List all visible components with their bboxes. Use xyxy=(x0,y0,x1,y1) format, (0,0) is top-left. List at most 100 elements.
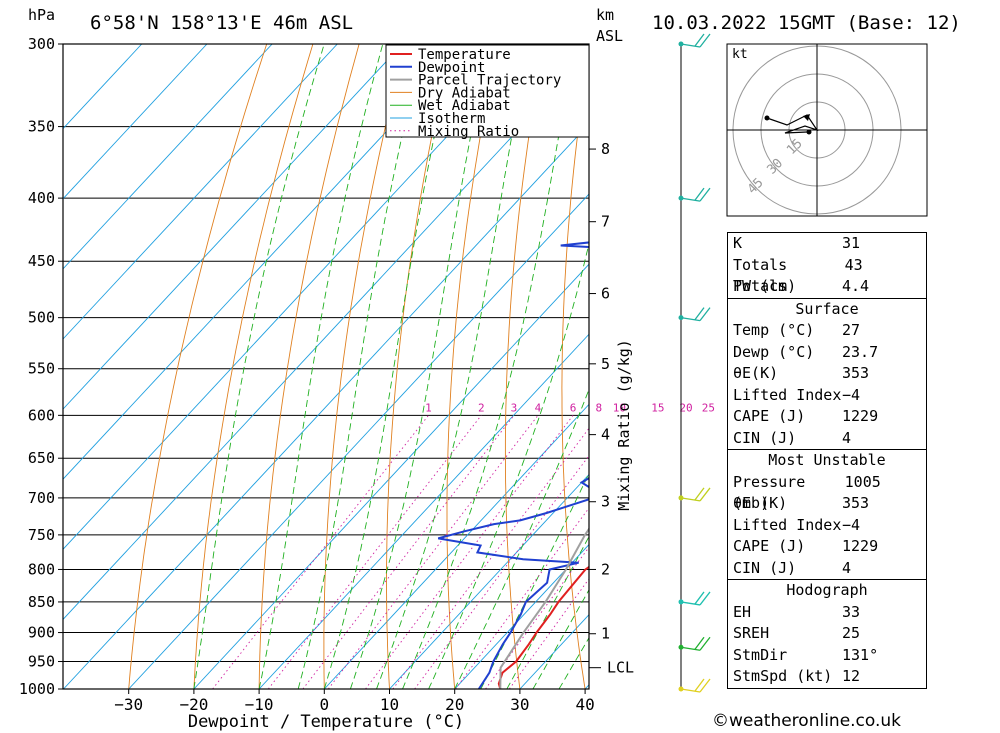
surface-li-label: Lifted Index xyxy=(733,385,842,404)
mu-pressure-label: Pressure (mb) xyxy=(733,472,806,513)
wet-adiabat-line xyxy=(428,241,589,689)
pressure-tick-label: 300 xyxy=(28,35,55,53)
dry-adiabat-line xyxy=(323,44,406,689)
lcl-label: LCL xyxy=(607,659,634,677)
mixing-ratio-label: 1 xyxy=(425,401,432,414)
credit-link[interactable]: ©weatheronline.co.uk xyxy=(712,711,902,731)
x-tick-label: 20 xyxy=(445,695,464,714)
wind-barb xyxy=(680,636,711,651)
pressure-tick-label: 500 xyxy=(28,309,55,327)
surface-cape-value: 1229 xyxy=(842,407,879,425)
sreh-label: SREH xyxy=(733,624,770,642)
stmspd-value: 12 xyxy=(842,667,861,685)
isotherm-line xyxy=(63,44,273,270)
km-tick-label: 4 xyxy=(601,426,610,444)
x-tick-label: −10 xyxy=(245,695,274,714)
mu-pressure-value: 1005 xyxy=(844,472,881,491)
dry-adiabat-line xyxy=(193,44,314,689)
mixing-ratio-line xyxy=(212,415,429,689)
wind-barb xyxy=(680,307,711,322)
mixing-ratio-label: 20 xyxy=(679,401,692,414)
dry-adiabat-line xyxy=(386,44,453,689)
basic-indices: K 31 Totals Totals 43 PW (cm) 4.4 xyxy=(727,232,927,299)
dry-adiabat-line xyxy=(960,44,1000,689)
k-index-row: K 31 xyxy=(728,233,926,255)
legend-entry: Dewpoint xyxy=(418,60,485,76)
isotherm-line xyxy=(389,473,589,689)
mixing-ratio-label: 25 xyxy=(702,401,715,414)
isotherm-line xyxy=(63,44,208,200)
dry-adiabat-line xyxy=(504,44,545,689)
isotherm-line xyxy=(63,44,534,550)
hodograph-point xyxy=(764,115,770,121)
isotherm-line xyxy=(63,53,589,621)
pressure-tick-label: 1000 xyxy=(19,680,55,698)
x-tick-label: 30 xyxy=(510,695,529,714)
mixing-ratio-axis-title: Mixing Ratio (g/kg) xyxy=(615,339,633,511)
eh-value: 33 xyxy=(842,602,861,621)
mu-li-value: −4 xyxy=(842,515,861,534)
legend-entry: Parcel Trajectory xyxy=(418,73,561,89)
mu-cape-value: 1229 xyxy=(842,537,879,555)
isotherm-line xyxy=(454,543,589,689)
pressure-tick-label: 850 xyxy=(28,593,55,611)
mu-cin-label: CIN (J) xyxy=(733,558,797,577)
sreh-value: 25 xyxy=(842,624,861,642)
mu-cape-label: CAPE (J) xyxy=(733,537,806,555)
pressure-tick-label: 950 xyxy=(28,653,55,671)
dry-adiabat-line xyxy=(258,44,360,689)
totals-totals-row: Totals Totals 43 xyxy=(728,255,926,296)
wet-adiabat-line xyxy=(297,44,425,689)
pw-label: PW (cm) xyxy=(733,277,797,295)
isotherm-line xyxy=(63,44,469,480)
isotherm-line xyxy=(63,44,338,340)
totals-totals-label: Totals Totals xyxy=(733,255,788,296)
km-tick-label: 3 xyxy=(601,493,610,511)
storm-motion-arrow xyxy=(803,114,810,121)
km-tick-label: 1 xyxy=(601,625,610,643)
km-tick-label: 7 xyxy=(601,213,610,231)
mixing-ratio-line xyxy=(455,507,589,689)
surface-theta-label: θE(K) xyxy=(733,364,779,382)
surface-temp-label: Temp (°C) xyxy=(733,321,815,339)
height-unit-asl: ASL xyxy=(596,27,623,45)
isotherm-line xyxy=(258,333,589,689)
pressure-tick-label: 450 xyxy=(28,252,55,270)
legend-entry: Mixing Ratio xyxy=(418,124,519,140)
mixing-ratio-line xyxy=(485,546,589,689)
height-unit-km: km xyxy=(596,6,614,24)
mixing-ratio-line xyxy=(392,427,589,689)
hodograph-point xyxy=(806,129,812,135)
dry-adiabat-line xyxy=(561,48,589,689)
wet-adiabat-line xyxy=(402,44,576,689)
legend-entry: Dry Adiabat xyxy=(418,85,511,101)
mixing-ratio-label: 4 xyxy=(535,401,542,414)
surface-cape-label: CAPE (J) xyxy=(733,407,806,425)
wind-barb xyxy=(680,487,711,502)
pressure-tick-label: 900 xyxy=(28,624,55,642)
mu-theta-label: θE (K) xyxy=(733,494,788,512)
mu-theta-value: 353 xyxy=(842,494,870,512)
surface-cin-label: CIN (J) xyxy=(733,428,797,447)
isotherm-line xyxy=(63,123,589,689)
k-index-label: K xyxy=(733,234,743,252)
dewpoint-series xyxy=(437,241,589,689)
mixing-ratio-label: 10 xyxy=(613,401,626,414)
indices-table: K 31 Totals Totals 43 PW (cm) 4.4 Surface T… xyxy=(727,232,927,689)
dry-adiabat-line xyxy=(446,44,499,689)
wind-barb xyxy=(680,33,711,48)
pw-value: 4.4 xyxy=(842,277,870,295)
pressure-tick-label: 800 xyxy=(28,560,55,578)
wind-barb xyxy=(680,591,711,606)
km-tick-label: 2 xyxy=(601,560,610,578)
most-unstable-block: Most Unstable Pressure (mb) 1005 θE (K) 35… xyxy=(727,449,927,580)
mixing-ratio-line xyxy=(414,454,589,689)
mixing-ratio-label: 8 xyxy=(596,401,603,414)
km-tick-label: 6 xyxy=(601,285,610,303)
surface-title: Surface xyxy=(795,299,859,318)
pressure-unit-label: hPa xyxy=(28,6,55,24)
isotherm-line xyxy=(193,263,589,689)
legend-entry: Temperature xyxy=(418,47,511,63)
